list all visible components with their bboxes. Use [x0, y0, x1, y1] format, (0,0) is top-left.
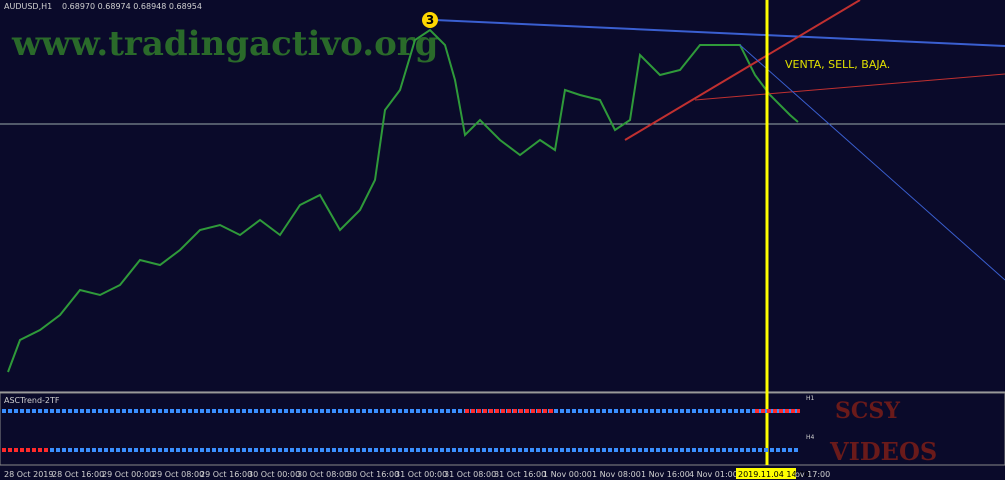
indicator-row-label: H4	[806, 434, 815, 441]
main-pane	[0, 0, 1005, 392]
annotation: VENTA, SELL, BAJA.	[785, 58, 890, 71]
trend-line-red-thin	[694, 73, 1005, 101]
time-label: 31 Oct 00:00	[395, 470, 447, 479]
indicator-row-label: H1	[806, 395, 815, 402]
indicator-pane	[0, 392, 1005, 466]
trend-line-red	[624, 0, 861, 141]
ohlc-label: 0.68970 0.68974 0.68948 0.68954	[62, 2, 202, 11]
trend-line-blue	[434, 19, 1005, 47]
time-label: 4 Nov 01:00	[689, 470, 738, 479]
overlay-text: SCSY	[835, 398, 900, 424]
time-label: 30 Oct 08:00	[297, 470, 349, 479]
time-label: ov 17:00	[795, 470, 830, 479]
time-highlight	[736, 468, 796, 479]
time-label: 30 Oct 16:00	[347, 470, 399, 479]
time-label: 28 Oct 16:00	[52, 470, 104, 479]
trend-line-blue-thin	[739, 44, 1005, 281]
time-label: 28 Oct 2019	[4, 470, 53, 479]
time-label: 1 Nov 08:00	[592, 470, 641, 479]
time-label: 1 Nov 00:00	[543, 470, 592, 479]
overlay-text: VIDEOS	[829, 437, 937, 466]
indicator-name: ASCTrend-2TF	[4, 396, 60, 405]
time-label: 2019.11.04 14:00	[738, 470, 809, 479]
time-label: 31 Oct 08:00	[444, 470, 496, 479]
time-label: 29 Oct 00:00	[102, 470, 154, 479]
price-path	[7, 28, 799, 373]
time-label: 29 Oct 16:00	[200, 470, 252, 479]
marker-circle	[422, 12, 438, 28]
time-label: 31 Oct 16:00	[494, 470, 546, 479]
marker-text: 3	[426, 13, 434, 27]
time-label: 30 Oct 00:00	[248, 470, 300, 479]
symbol-label: AUDUSD,H1	[4, 2, 52, 11]
time-label: 29 Oct 08:00	[152, 470, 204, 479]
watermark: www.tradingactivo.org	[11, 24, 438, 64]
time-label: 1 Nov 16:00	[641, 470, 690, 479]
